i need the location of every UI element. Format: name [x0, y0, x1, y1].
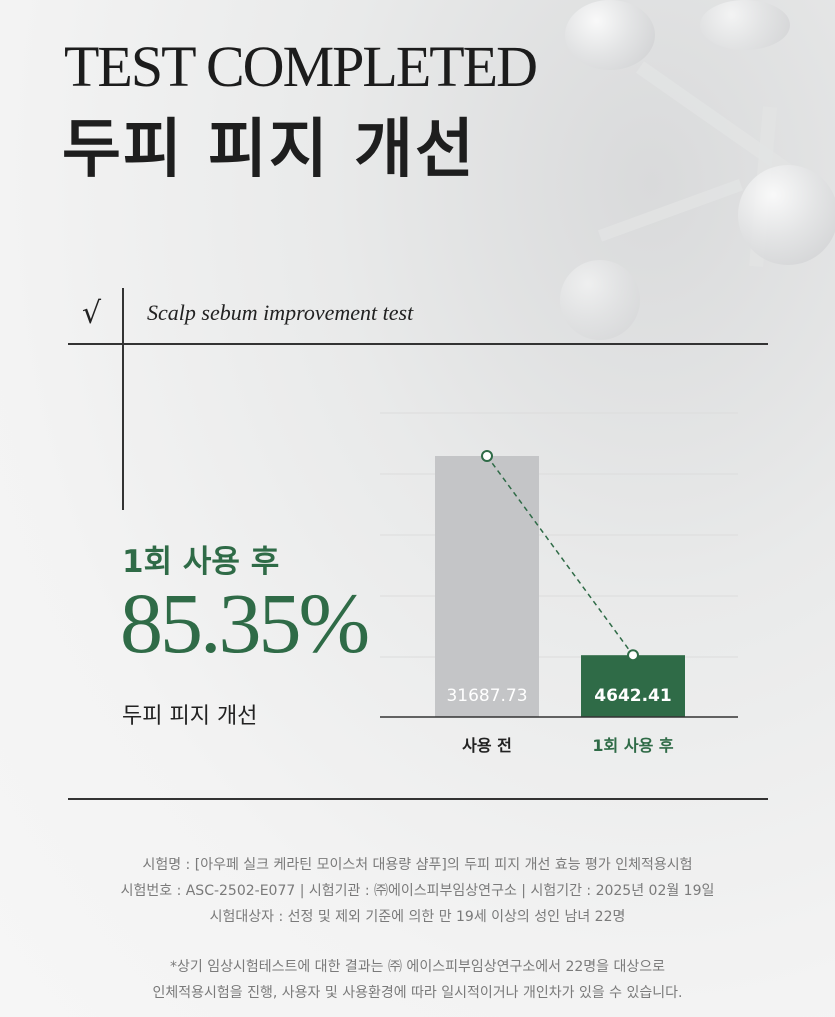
footer-divider — [68, 798, 768, 800]
category-label: 1회 사용 후 — [592, 736, 673, 755]
checkmark-icon: √ — [82, 296, 102, 331]
footer-line: 시험명 : [아우페 실크 케라틴 모이스처 대용량 샴푸]의 두피 피지 개선… — [142, 857, 693, 873]
trend-point — [481, 450, 493, 462]
page-title: 두피 피지 개선 — [62, 113, 476, 187]
section-subtitle: Scalp sebum improvement test — [147, 300, 414, 325]
result-metric: 두피 피지 개선 — [122, 704, 258, 729]
bar-value-label: 4642.41 — [594, 686, 671, 706]
category-label: 사용 전 — [462, 736, 512, 755]
footer-line: 시험번호 : ASC-2502-E077 | 시험기관 : ㈜에이스피부임상연구… — [120, 883, 715, 899]
vertical-divider — [122, 288, 124, 510]
result-label: 1회 사용 후 — [122, 544, 280, 580]
footer-note: *상기 임상시험테스트에 대한 결과는 ㈜ 에이스피부임상연구소에서 22명을 … — [169, 959, 665, 975]
footer-line: 시험대상자 : 선정 및 제외 기준에 의한 만 19세 이상의 성인 남녀 2… — [209, 909, 626, 925]
title-english: TEST COMPLETED — [64, 34, 538, 99]
footer-note: 인체적용시험을 진행, 사용자 및 사용환경에 따라 일시적이거나 개인차가 있… — [152, 985, 683, 1001]
trend-point — [627, 649, 639, 662]
result-percent: 85.35% — [120, 575, 370, 671]
bar-2 — [581, 655, 685, 717]
header-divider — [68, 343, 768, 345]
bar-value-label: 31687.73 — [446, 686, 527, 706]
bar-chart: 31687.73 사용 전 4642.41 1회 사용 후 — [380, 412, 738, 755]
bar-1 — [435, 456, 539, 717]
